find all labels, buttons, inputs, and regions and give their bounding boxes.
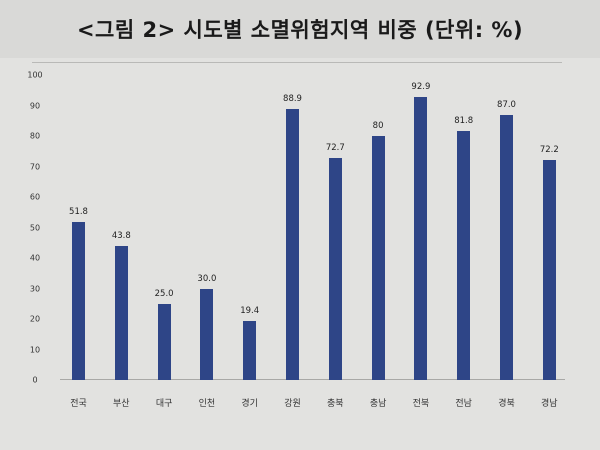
bar-value-label: 72.7 xyxy=(325,143,345,154)
y-tick-label: 0 xyxy=(32,375,38,385)
y-tick-label: 30 xyxy=(29,284,41,293)
x-axis-line xyxy=(60,379,565,380)
bar-value-label: 30.0 xyxy=(197,273,217,284)
bar-value-label: 43.8 xyxy=(111,231,131,242)
y-tick-label: 40 xyxy=(29,253,41,263)
bar-전북 xyxy=(414,96,428,380)
x-tick-label: 부산 xyxy=(113,399,130,409)
bar-충남 xyxy=(371,136,385,380)
bar-전남 xyxy=(457,130,471,380)
x-tick-label: 충북 xyxy=(327,399,344,409)
x-tick-label: 전국 xyxy=(70,399,87,409)
bar-경기 xyxy=(243,320,257,380)
bar-value-label: 88.9 xyxy=(283,93,302,104)
bar-충북 xyxy=(328,158,342,380)
bar-대구 xyxy=(157,303,171,380)
bar-value-label: 87.0 xyxy=(497,99,516,110)
x-tick-label: 강원 xyxy=(284,399,301,409)
bar-value-label: 51.8 xyxy=(69,207,88,218)
y-tick-label: 60 xyxy=(29,192,41,202)
bar-value-label: 19.4 xyxy=(240,305,260,316)
bar-경북 xyxy=(500,114,513,380)
bar-value-label: 80 xyxy=(372,121,384,131)
x-tick-label: 경기 xyxy=(241,399,258,409)
y-tick-label: 20 xyxy=(29,314,41,324)
bar-value-label: 92.9 xyxy=(411,81,431,92)
x-tick-label: 전북 xyxy=(412,399,430,409)
x-tick-label: 경북 xyxy=(498,399,515,409)
bar-전국 xyxy=(72,222,85,380)
bar-부산 xyxy=(114,246,128,380)
chart-title: <그림 2> 시도별 소멸위험지역 비중 (단위: %) xyxy=(76,18,524,42)
y-tick-label: 70 xyxy=(29,162,41,171)
x-tick-label: 경남 xyxy=(541,399,558,409)
y-tick-label: 50 xyxy=(29,223,41,232)
bar-강원 xyxy=(286,108,299,380)
y-tick-label: 90 xyxy=(29,101,41,110)
bar-value-label: 25.0 xyxy=(154,288,174,299)
plot-area: 51.8 43.8 25.0 30.0 19.4 88.9 72.7 80 92.9 81.8 87… xyxy=(60,75,565,380)
x-tick-label: 대구 xyxy=(155,399,173,409)
bar-인천 xyxy=(200,288,214,380)
y-tick-label: 100 xyxy=(27,70,43,80)
bar-value-label: 72.2 xyxy=(539,144,559,155)
bar-경남 xyxy=(542,159,556,380)
chart-top-border xyxy=(32,62,562,63)
x-tick-label: 인천 xyxy=(198,399,216,409)
bar-value-label: 81.8 xyxy=(454,115,474,126)
y-tick-label: 80 xyxy=(29,131,41,141)
x-tick-label: 전남 xyxy=(455,399,472,409)
x-tick-label: 충남 xyxy=(369,399,387,409)
y-tick-label: 10 xyxy=(29,345,41,354)
